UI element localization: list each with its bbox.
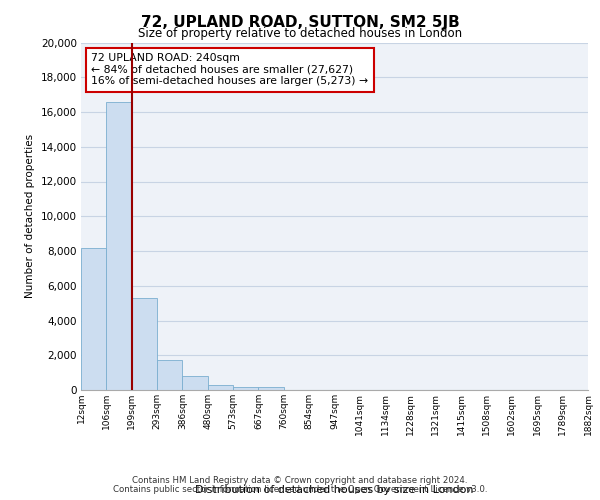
Bar: [106, 102, 132, 390]
Bar: [157, 360, 182, 390]
Text: Contains HM Land Registry data © Crown copyright and database right 2024.: Contains HM Land Registry data © Crown c…: [132, 476, 468, 485]
Text: 72, UPLAND ROAD, SUTTON, SM2 5JB: 72, UPLAND ROAD, SUTTON, SM2 5JB: [140, 15, 460, 30]
Text: Size of property relative to detached houses in London: Size of property relative to detached ho…: [138, 28, 462, 40]
Bar: [182, 376, 208, 390]
Bar: [132, 298, 157, 390]
Text: 72 UPLAND ROAD: 240sqm
← 84% of detached houses are smaller (27,627)
16% of semi: 72 UPLAND ROAD: 240sqm ← 84% of detached…: [91, 53, 368, 86]
Y-axis label: Number of detached properties: Number of detached properties: [25, 134, 35, 298]
Bar: [81, 248, 106, 390]
Bar: [208, 385, 233, 390]
Text: Contains public sector information licensed under the Open Government Licence v3: Contains public sector information licen…: [113, 484, 487, 494]
Bar: [233, 388, 259, 390]
X-axis label: Distribution of detached houses by size in London: Distribution of detached houses by size …: [195, 485, 474, 495]
Bar: [259, 388, 284, 390]
